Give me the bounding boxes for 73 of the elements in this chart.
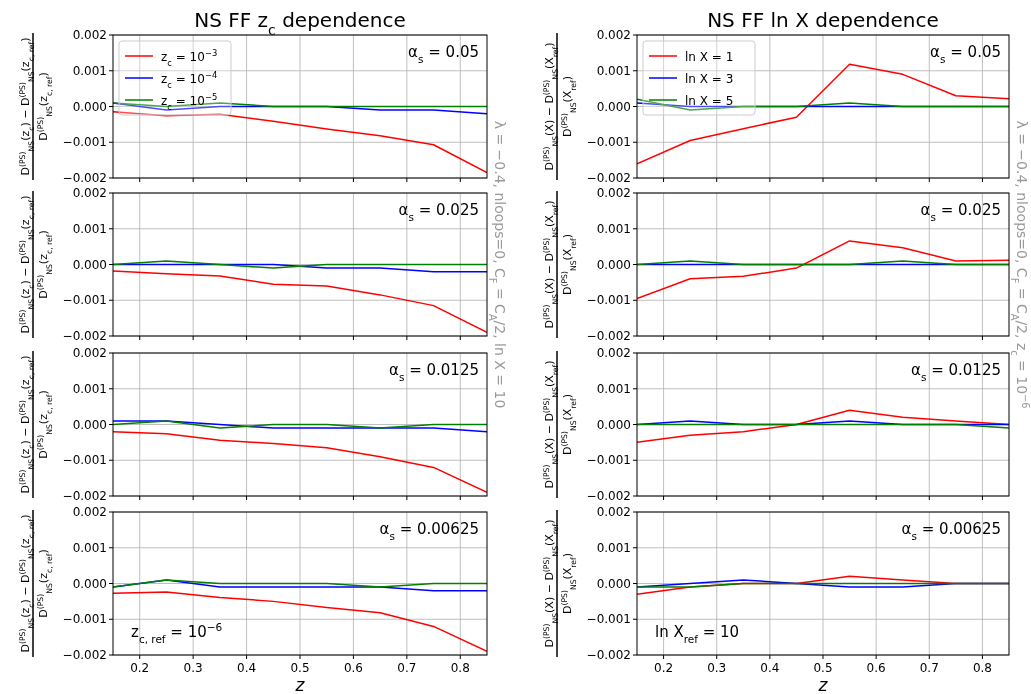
x-tick-label: 0.2 [654,661,674,675]
y-tick-label: 0.002 [596,346,631,360]
y-tick-label: 0.000 [596,99,631,114]
x-tick-label: 0.5 [813,661,833,675]
y-tick-label: 0.002 [596,28,631,42]
chart-title: NS FF ln X dependence [707,8,939,32]
y-tick-label: −0.001 [586,612,631,627]
annotation: α$_{s}$ = 0.025 [920,201,1001,223]
x-tick-label: 0.7 [919,661,939,675]
x-axis-title: z [817,675,829,694]
y-tick-label: 0.000 [72,417,107,432]
annotation: α$_{s}$ = 0.0125 [911,361,1001,383]
y-tick-label: 0.001 [596,540,631,555]
annotation: α$_{s}$ = 0.0125 [389,361,479,383]
y-tick-label: 0.002 [72,28,107,42]
annotation: α$_{s}$ = 0.00625 [379,520,479,542]
y-tick-label: −0.002 [586,648,631,662]
x-tick-label: 0.6 [343,661,363,675]
y-tick-label: −0.002 [586,329,631,343]
y-tick-label: −0.001 [62,612,107,627]
x-tick-label: 0.6 [866,661,886,675]
y-tick-label: −0.002 [586,489,631,503]
y-tick-label: 0.000 [596,417,631,432]
y-tick-label: −0.001 [62,293,107,308]
annotation: z$_{c, ref}$ = 10$^{−6}$ [131,621,223,645]
y-tick-label: 0.001 [72,540,107,555]
y-tick-label: 0.001 [596,381,631,396]
y-tick-label: −0.001 [62,135,107,150]
y-tick-label: −0.002 [62,648,107,662]
y-tick-label: −0.002 [62,329,107,343]
x-tick-label: 0.4 [237,661,257,675]
annotation: α$_{s}$ = 0.05 [408,43,479,65]
x-tick-label: 0.8 [450,661,470,675]
y-tick-label: 0.001 [596,63,631,78]
legend-label: z$_{c}$ = 10$^{−3}$ [161,48,218,68]
y-tick-label: −0.001 [586,135,631,150]
legend-label: ln X = 1 [685,50,734,64]
x-tick-label: 0.7 [397,661,417,675]
y-tick-label: 0.002 [72,505,107,519]
legend-label: ln X = 5 [685,94,734,108]
y-tick-label: 0.002 [72,346,107,360]
x-tick-label: 0.5 [290,661,310,675]
x-tick-label: 0.3 [183,661,203,675]
y-tick-label: −0.001 [62,453,107,468]
y-tick-label: 0.002 [596,505,631,519]
y-tick-label: 0.001 [72,63,107,78]
y-tick-label: 0.001 [596,221,631,236]
x-tick-label: 0.2 [130,661,150,675]
y-tick-label: −0.001 [586,453,631,468]
legend-label: ln X = 3 [685,72,734,86]
x-tick-label: 0.4 [760,661,780,675]
y-tick-label: −0.001 [586,293,631,308]
annotation: α$_{s}$ = 0.05 [930,43,1001,65]
y-tick-label: 0.000 [72,257,107,272]
annotation: α$_{s}$ = 0.025 [398,201,479,223]
y-tick-label: 0.000 [72,99,107,114]
y-tick-label: −0.002 [586,171,631,185]
y-tick-label: 0.000 [72,576,107,591]
x-tick-label: 0.8 [972,661,992,675]
y-tick-label: 0.001 [72,381,107,396]
y-tick-label: −0.002 [62,171,107,185]
legend-label: z$_{c}$ = 10$^{−4}$ [161,70,218,90]
y-tick-label: 0.000 [596,257,631,272]
x-tick-label: 0.3 [707,661,727,675]
y-tick-label: 0.002 [72,186,107,200]
chart-title: NS FF z$_{c}$ dependence [194,8,406,38]
y-tick-label: 0.002 [596,186,631,200]
y-tick-label: −0.002 [62,489,107,503]
x-axis-title: z [294,675,306,694]
annotation: ln X$_{ref}$ = 10 [655,623,740,645]
y-tick-label: 0.000 [596,576,631,591]
y-tick-label: 0.001 [72,221,107,236]
annotation: α$_{s}$ = 0.00625 [901,520,1001,542]
